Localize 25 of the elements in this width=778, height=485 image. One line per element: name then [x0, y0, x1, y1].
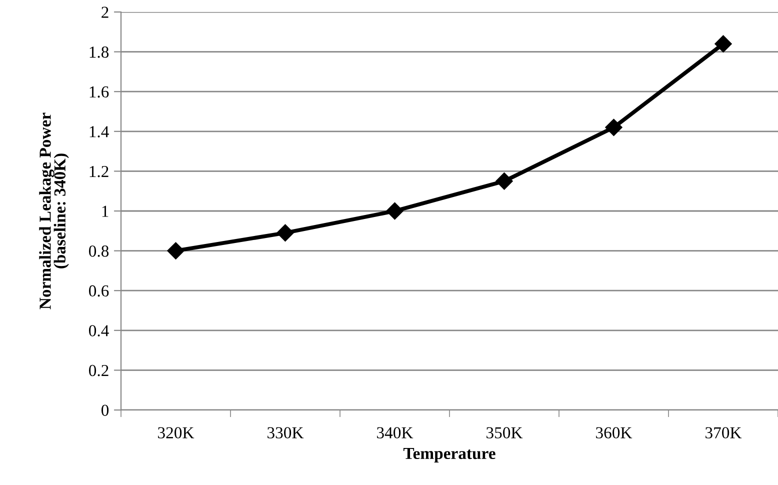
x-tick-label: 320K — [158, 427, 194, 438]
point — [167, 242, 184, 260]
y-tick-label: 0.2 — [88, 364, 108, 376]
y-tick-label: 1 — [102, 206, 108, 217]
y-tick-label: 1.8 — [90, 46, 109, 58]
y-axis-title: Normalized Leakage Power (baseline: 340K) — [39, 112, 69, 310]
y-tick-label: 0.4 — [88, 325, 109, 336]
x-tick-label: 350K — [486, 427, 523, 438]
y-tick-label: 1.2 — [90, 166, 108, 178]
x-tick-label: 340K — [377, 427, 414, 438]
x-tick-label: 330K — [268, 427, 304, 438]
point — [496, 172, 513, 190]
point — [605, 118, 622, 136]
point — [714, 35, 732, 52]
point — [276, 224, 294, 242]
y-tick-label: 1.4 — [90, 126, 109, 138]
x-tick-label: 360K — [596, 427, 632, 438]
x-axis-title: Temperature — [403, 448, 496, 462]
y-tick-label: 2 — [102, 6, 108, 18]
x-tick-label: 370K — [706, 427, 742, 438]
point — [386, 202, 404, 220]
y-tick-label: 0.6 — [88, 285, 109, 297]
y-tick-label: 0.8 — [88, 246, 109, 257]
y-tick-label: 0 — [101, 404, 109, 416]
y-tick-label: 1.6 — [90, 86, 109, 98]
